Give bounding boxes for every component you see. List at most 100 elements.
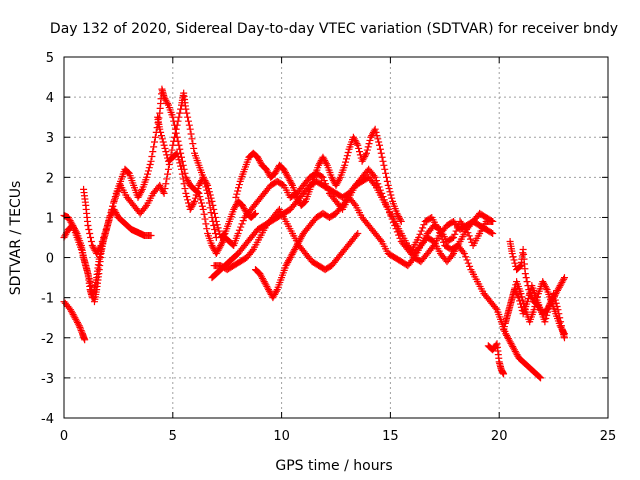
data-point-interp (183, 193, 191, 201)
data-point-interp (376, 186, 384, 194)
data-point-interp (350, 200, 358, 208)
data-point-interp (144, 170, 152, 178)
data-point-interp (77, 327, 85, 335)
data-point-interp (437, 232, 445, 240)
data-point-interp (516, 262, 524, 270)
data-point-interp (322, 160, 330, 168)
data-point-interp (149, 148, 157, 156)
data-point-interp (190, 199, 198, 207)
data-point-interp (396, 216, 404, 224)
data-point-interp (234, 187, 242, 195)
data-point (169, 141, 177, 149)
data-point-interp (366, 136, 374, 144)
data-point-interp (210, 221, 218, 229)
data-point (354, 229, 362, 237)
x-tick-label: 20 (491, 429, 508, 444)
data-point-interp (85, 274, 93, 282)
data-point-interp (466, 235, 474, 243)
data-point-interp (162, 148, 170, 156)
y-axis-label: SDTVAR / TECUs (8, 181, 24, 296)
data-point-interp (174, 117, 182, 125)
data-point-interp (85, 225, 93, 233)
data-point (251, 209, 259, 217)
data-point-interp (376, 236, 384, 244)
data-points (60, 85, 568, 382)
data-point-interp (194, 185, 202, 193)
data-point-interp (198, 202, 206, 210)
data-point-interp (211, 213, 219, 221)
data-point-interp (146, 160, 154, 168)
data-point-interp (151, 138, 159, 146)
data-point-interp (487, 217, 495, 225)
y-tick-label: -4 (41, 412, 54, 427)
data-point-interp (375, 183, 383, 191)
data-point-interp (395, 231, 403, 239)
data-point-interp (206, 191, 214, 199)
data-point-interp (288, 180, 296, 188)
data-point (86, 278, 94, 286)
data-point-interp (417, 227, 425, 235)
data-point-interp (106, 212, 114, 220)
y-tick-label: 5 (46, 51, 54, 66)
y-tick-label: 3 (46, 131, 54, 146)
data-point-interp (204, 185, 212, 193)
data-point-interp (353, 140, 361, 148)
data-point-interp (362, 151, 370, 159)
data-point-interp (466, 262, 474, 270)
data-point-interp (162, 180, 170, 188)
data-point-interp (158, 135, 166, 143)
data-point-interp (343, 152, 351, 160)
data-point-interp (107, 207, 115, 215)
data-point-interp (113, 191, 121, 199)
data-point-interp (555, 310, 563, 318)
data-point-interp (557, 318, 565, 326)
data-point-interp (87, 234, 95, 241)
data-point-interp (355, 144, 363, 152)
data-point-interp (459, 248, 467, 256)
data-point-interp (209, 201, 217, 209)
data-point-interp (509, 253, 517, 261)
data-point-interp (87, 282, 95, 290)
data-point (169, 113, 177, 121)
data-point (147, 231, 155, 239)
series-pass-a (60, 298, 89, 344)
data-point (530, 306, 538, 314)
data-point (500, 370, 508, 378)
data-point-interp (168, 146, 176, 154)
series-pass-k (484, 340, 508, 378)
data-point-interp (465, 232, 473, 240)
data-point-interp (74, 320, 82, 328)
data-point-interp (184, 117, 192, 125)
data-point-interp (105, 217, 113, 225)
data-point-interp (190, 144, 198, 152)
data-point-interp (451, 230, 459, 238)
data-point-interp (522, 274, 530, 282)
chart-title: Day 132 of 2020, Sidereal Day-to-day VTE… (50, 21, 618, 37)
data-point-interp (272, 287, 280, 295)
data-point-interp (102, 225, 110, 233)
y-tick-label: -3 (41, 372, 54, 387)
data-point-interp (200, 210, 208, 218)
data-point (84, 221, 92, 229)
data-point (397, 217, 405, 225)
y-tick-label: 2 (46, 171, 54, 186)
data-point-interp (184, 196, 192, 204)
data-point-interp (109, 202, 117, 210)
data-point-interp (382, 169, 390, 177)
data-point-interp (544, 305, 552, 313)
data-point (506, 302, 514, 310)
data-point-interp (552, 299, 560, 307)
data-point-interp (387, 191, 395, 199)
data-point-interp (372, 177, 380, 185)
data-point (143, 173, 151, 181)
data-point-interp (172, 125, 180, 133)
data-point-interp (189, 140, 197, 148)
data-point-interp (462, 253, 470, 261)
data-point-interp (157, 128, 165, 136)
data-point (208, 197, 216, 205)
data-point-interp (388, 194, 396, 202)
data-point-interp (438, 235, 446, 243)
data-point (554, 306, 562, 314)
data-point-interp (542, 284, 550, 292)
data-point-interp (87, 238, 95, 246)
